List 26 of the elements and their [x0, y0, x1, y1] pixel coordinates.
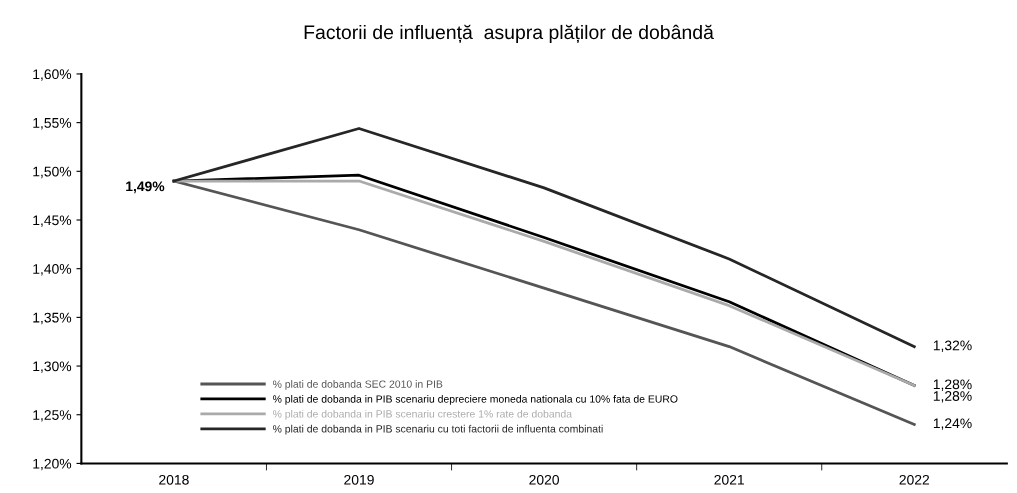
y-tick-label: 1,30% [33, 361, 72, 373]
text: % plati de dobanda in PIB scenariu crestere 1% rate de dobanda [273, 409, 573, 420]
line-series [172, 179, 916, 426]
data-label: 1,28% [933, 379, 972, 391]
data-label: 1,28% [933, 391, 972, 403]
data-label: 1,32% [933, 340, 972, 352]
x-tick-label: 2022 [899, 474, 930, 485]
data-label: 1,49% [126, 181, 165, 194]
text: % plati de dobanda SEC 2010 in PIB [273, 380, 443, 390]
x-tick-label: 2019 [344, 474, 374, 485]
x-tick-label: 2021 [714, 474, 744, 485]
y-tick-label: 1,40% [33, 264, 72, 276]
data-label: 1,24% [933, 418, 972, 430]
x-tick-label: 2018 [159, 474, 189, 485]
y-tick-label: 1,60% [33, 69, 72, 81]
y-tick-label: 1,25% [33, 410, 72, 422]
y-tick-label: 1,20% [33, 458, 72, 471]
y-tick-label: 1,55% [33, 118, 72, 130]
y-tick-label: 1,50% [33, 166, 72, 179]
y-tick-label: 1,35% [33, 312, 72, 325]
text: % plati de dobanda in PIB scenariu cu toti factorii de influenta combinati [273, 424, 603, 435]
line-series [172, 127, 916, 348]
y-tick-label: 1,45% [33, 215, 72, 227]
chart-title: Factorii de influență asupra plăților de dobândă [304, 24, 714, 44]
x-tick-label: 2020 [529, 474, 559, 485]
text: % plati de dobanda in PIB scenariu depreciere moneda nationala cu 10% fata de EURO [273, 395, 678, 405]
